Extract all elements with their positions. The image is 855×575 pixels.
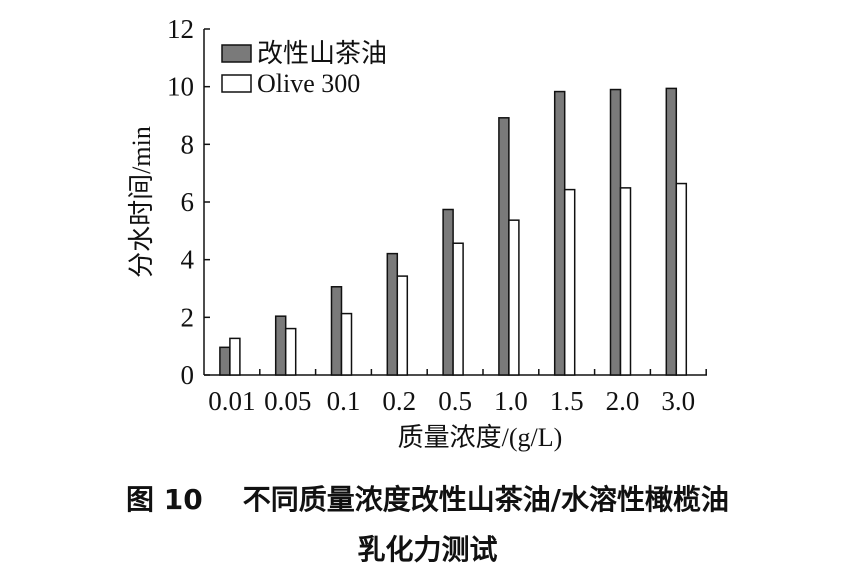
legend-label: Olive 300 xyxy=(257,69,360,98)
x-tick-label: 2.0 xyxy=(606,386,640,416)
bar-camellia-0.01 xyxy=(219,346,231,376)
y-axis-label: 分水时间/min xyxy=(127,126,156,278)
x-tick-label: 3.0 xyxy=(661,386,695,416)
bar-camellia-0.05 xyxy=(274,315,287,376)
bar-olive-2.0 xyxy=(619,187,632,376)
x-tick-label: 0.1 xyxy=(327,386,361,416)
bar-olive-0.05 xyxy=(284,327,297,376)
bar-camellia-1.0 xyxy=(498,117,510,376)
bar-camellia-1.5 xyxy=(553,90,566,376)
x-tick-label: 1.5 xyxy=(550,386,584,416)
figure-label: 图 10 xyxy=(126,483,203,516)
bar-olive-0.2 xyxy=(396,275,409,376)
bar-camellia-2.0 xyxy=(609,88,622,376)
bar-camellia-3.0 xyxy=(665,87,678,376)
bar-camellia-0.1 xyxy=(330,286,343,376)
x-axis-label: 质量浓度/(g/L) xyxy=(398,423,563,452)
bar-camellia-0.2 xyxy=(386,252,399,376)
bar-olive-3.0 xyxy=(675,182,688,376)
figure-title: 不同质量浓度改性山茶油/水溶性橄榄油 xyxy=(242,483,729,516)
y-tick-label: 10 xyxy=(167,72,194,102)
x-tick-label: 1.0 xyxy=(494,386,528,416)
figure-caption-line2: 乳化力测试 xyxy=(357,533,498,566)
y-tick-label: 4 xyxy=(181,245,195,275)
legend-swatch xyxy=(221,44,252,63)
x-tick-label: 0.5 xyxy=(438,386,472,416)
bar-olive-0.1 xyxy=(340,312,353,376)
legend-swatch xyxy=(221,74,252,93)
x-tick-label: 0.05 xyxy=(264,386,311,416)
y-tick-label: 6 xyxy=(181,187,195,217)
y-tick-label: 2 xyxy=(181,302,195,332)
x-tick-label: 0.2 xyxy=(382,386,416,416)
figure-caption-line1: 图 10 不同质量浓度改性山茶油/水溶性橄榄油 xyxy=(0,478,855,518)
y-tick-label: 12 xyxy=(167,14,194,44)
bar-olive-1.5 xyxy=(563,188,576,376)
bar-chart: 0 2 4 6 8 10 12 0.01 0.05 0.1 0.2 0.5 1.0 1.5 2.0 3.0 质量… xyxy=(127,14,707,452)
bar-olive-0.5 xyxy=(452,242,464,376)
bar-olive-0.01 xyxy=(229,337,241,376)
y-tick-label: 8 xyxy=(181,129,195,159)
legend-label: 改性山茶油 xyxy=(257,39,387,68)
x-tick-label: 0.01 xyxy=(208,386,255,416)
y-tick-label: 0 xyxy=(181,360,195,390)
bar-camellia-0.5 xyxy=(442,208,454,376)
bar-olive-1.0 xyxy=(508,219,520,376)
